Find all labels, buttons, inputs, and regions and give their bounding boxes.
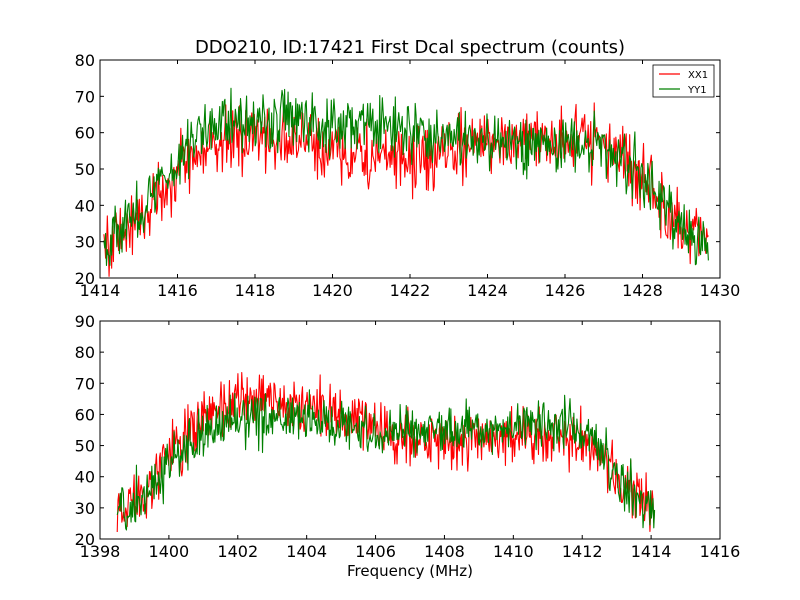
x-tick-label: 1430 <box>700 281 741 300</box>
x-tick-label: 1424 <box>467 281 508 300</box>
x-tick-label: 1402 <box>217 542 258 561</box>
top-spectrum-plot: 1414 1416 1418 1420 1422 1424 1426 1428 1430 20 30… <box>75 51 741 300</box>
bottom-ticks-layer: 1398 1400 1402 1404 1406 1408 1410 1412 1414 1416… <box>75 312 741 561</box>
xx1-series-line <box>103 102 709 277</box>
x-tick-label: 1406 <box>355 542 396 561</box>
top-series-layer <box>103 87 709 277</box>
x-tick-label: 1404 <box>286 542 327 561</box>
y-tick-label: 60 <box>75 124 95 143</box>
y-tick-label: 60 <box>75 405 95 424</box>
bottom-series-layer <box>116 371 656 533</box>
yy1-series-line <box>103 87 709 267</box>
y-tick-label: 50 <box>75 160 95 179</box>
x-tick-label: 1422 <box>390 281 431 300</box>
x-tick-label: 1408 <box>424 542 465 561</box>
y-tick-label: 30 <box>75 499 95 518</box>
y-tick-label: 20 <box>75 269 95 288</box>
x-tick-label: 1418 <box>235 281 276 300</box>
y-tick-label: 40 <box>75 196 95 215</box>
bottom-plot-frame <box>99 320 721 540</box>
y-tick-label: 70 <box>75 374 95 393</box>
x-tick-label: 1420 <box>312 281 353 300</box>
y-tick-label: 50 <box>75 437 95 456</box>
bottom-spectrum-plot: 1398 1400 1402 1404 1406 1408 1410 1412 1414 1416… <box>75 312 741 561</box>
top-ticks-layer: 1414 1416 1418 1420 1422 1424 1426 1428 1430 20 30… <box>75 51 741 300</box>
y-tick-label: 20 <box>75 530 95 549</box>
legend-box <box>652 64 715 98</box>
legend-label-yy1: YY1 <box>687 85 707 96</box>
x-tick-label: 1416 <box>157 281 198 300</box>
y-tick-label: 80 <box>75 51 95 70</box>
y-tick-label: 40 <box>75 468 95 487</box>
x-tick-label: 1414 <box>80 281 121 300</box>
y-tick-label: 80 <box>75 343 95 362</box>
y-tick-label: 90 <box>75 312 95 331</box>
x-tick-label: 1414 <box>631 542 672 561</box>
y-tick-label: 30 <box>75 233 95 252</box>
green-series-line <box>116 389 656 531</box>
bottom-x-axis-label: Frequency (MHz) <box>347 562 473 580</box>
y-tick-label: 70 <box>75 87 95 106</box>
legend: XX1 YY1 <box>652 64 715 98</box>
x-tick-label: 1426 <box>545 281 586 300</box>
x-tick-label: 1416 <box>700 542 741 561</box>
x-tick-label: 1398 <box>80 542 121 561</box>
x-tick-label: 1428 <box>622 281 663 300</box>
x-tick-label: 1400 <box>149 542 190 561</box>
x-tick-label: 1412 <box>562 542 603 561</box>
top-plot-frame <box>99 59 721 279</box>
legend-label-xx1: XX1 <box>688 70 708 81</box>
x-tick-label: 1410 <box>493 542 534 561</box>
top-chart-title: DDO210, ID:17421 First Dcal spectrum (co… <box>195 37 625 58</box>
